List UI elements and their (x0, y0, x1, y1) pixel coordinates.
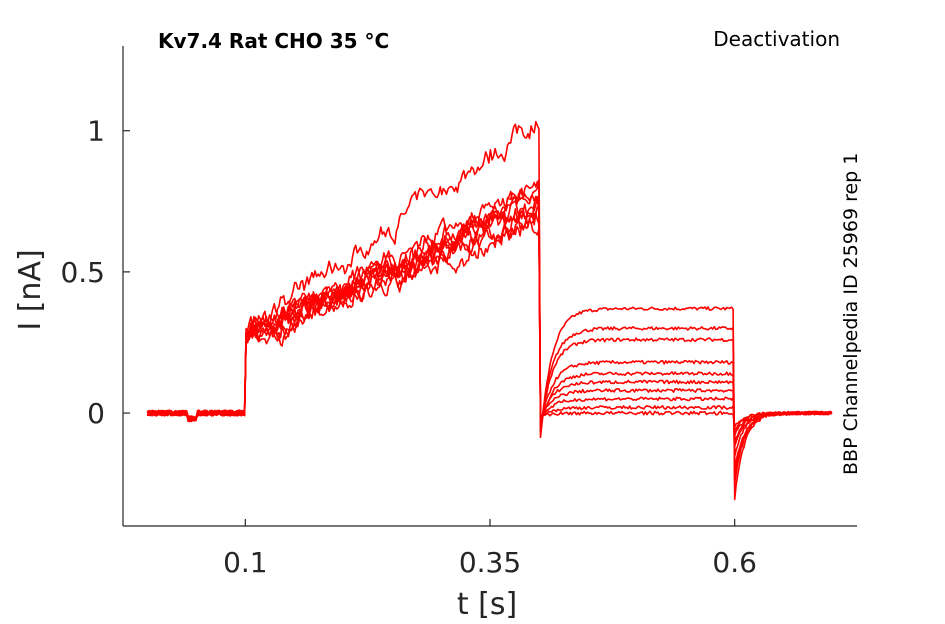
x-axis-label: t [s] (457, 587, 517, 622)
x-tick-label: 0.1 (223, 546, 268, 579)
current-trace-10 (146, 198, 832, 429)
y-axis-label: I [nA] (13, 249, 48, 330)
x-tick-label: 0.6 (712, 546, 757, 579)
y-tick-label: 1 (87, 115, 105, 148)
current-trace-7 (146, 206, 833, 443)
trace-group (146, 120, 833, 501)
current-trace-2 (147, 180, 832, 484)
y-axis-ticks: 00.51 (60, 115, 130, 430)
current-trace-8 (146, 205, 833, 437)
current-trace-1 (146, 120, 833, 501)
current-trace-9 (146, 218, 833, 431)
current-trace-5 (146, 195, 833, 458)
chart-title: Kv7.4 Rat CHO 35 °C (158, 29, 389, 53)
x-tick-label: 0.35 (459, 546, 521, 579)
channelpedia-id-note: BBP Channelpedia ID 25969 rep 1 (840, 153, 862, 475)
x-axis-ticks: 0.1 0.35 0.6 (223, 519, 757, 579)
y-tick-label: 0.5 (60, 256, 105, 289)
chart-subtitle: Deactivation (713, 27, 840, 51)
y-tick-label: 0 (87, 397, 105, 430)
